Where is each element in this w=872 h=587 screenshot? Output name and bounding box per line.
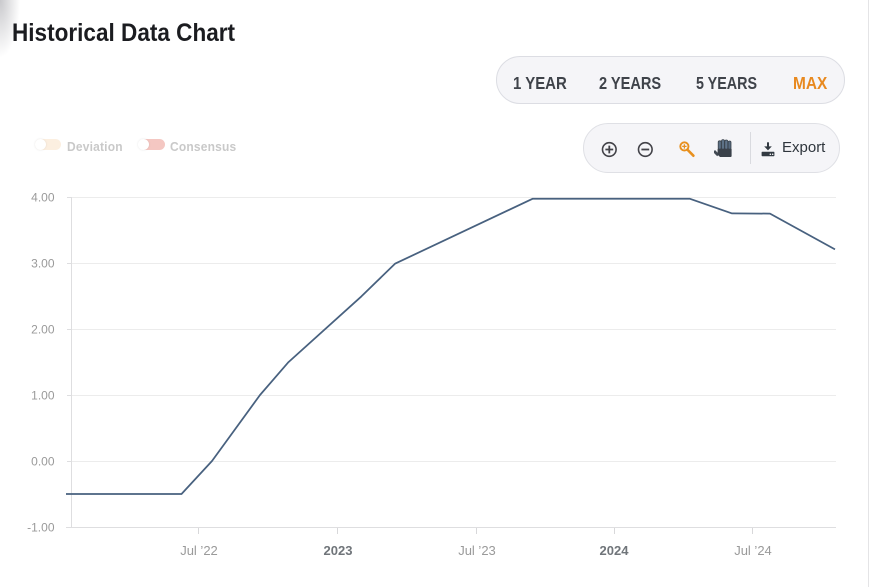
svg-text:-1.00: -1.00 <box>27 521 55 535</box>
svg-text:Jul ’24: Jul ’24 <box>734 543 772 558</box>
svg-text:2023: 2023 <box>324 543 353 558</box>
svg-text:1.00: 1.00 <box>31 389 55 403</box>
svg-text:3.00: 3.00 <box>31 257 55 271</box>
svg-text:Jul ’22: Jul ’22 <box>180 543 218 558</box>
svg-text:Jul ’23: Jul ’23 <box>458 543 496 558</box>
svg-text:4.00: 4.00 <box>31 191 55 205</box>
svg-text:2.00: 2.00 <box>31 323 55 337</box>
svg-text:0.00: 0.00 <box>31 455 55 469</box>
svg-text:2024: 2024 <box>600 543 630 558</box>
